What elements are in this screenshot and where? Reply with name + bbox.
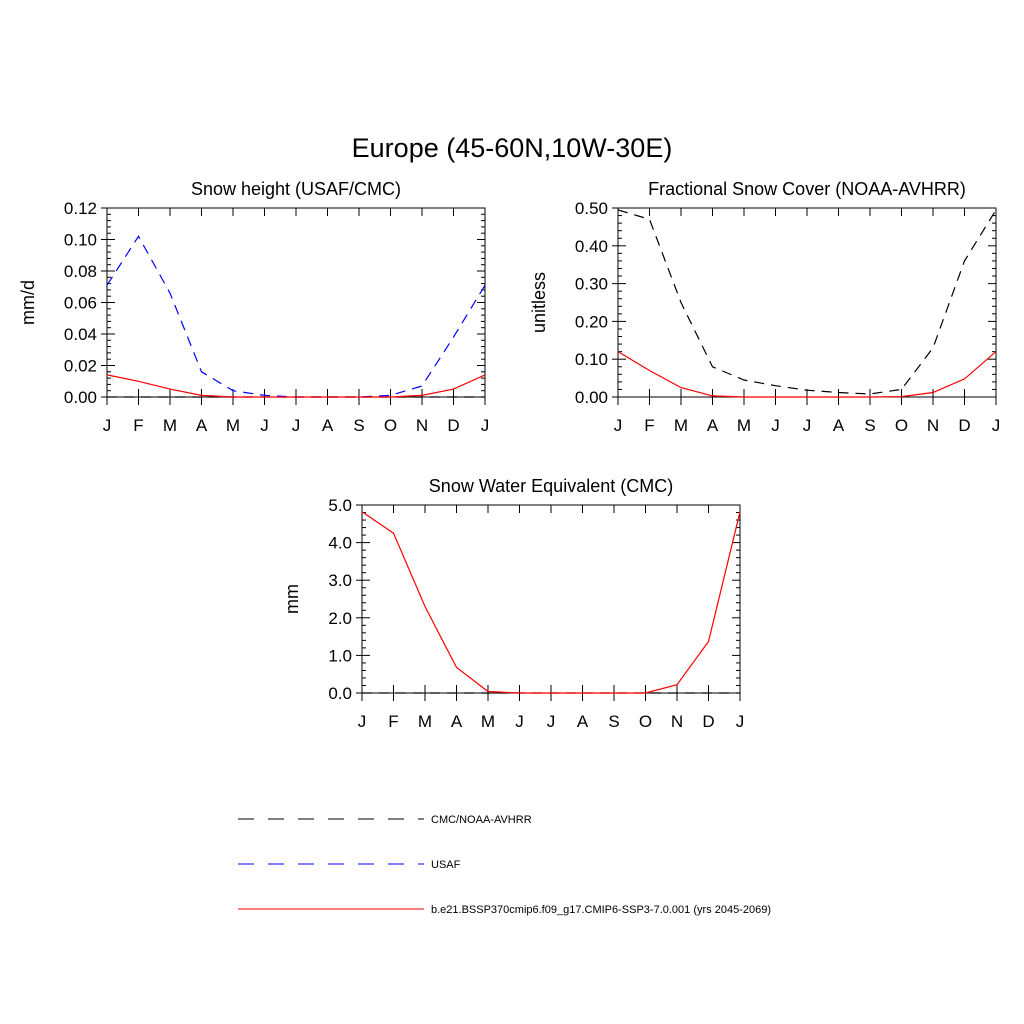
y-tick-label: 0.04 [64, 325, 97, 344]
x-tick-label: J [103, 416, 112, 435]
x-tick-label: J [358, 712, 367, 731]
plot-frame [617, 207, 997, 398]
y-tick-label: 0.30 [575, 275, 608, 294]
x-tick-label: S [864, 416, 875, 435]
x-tick-label: F [388, 712, 398, 731]
x-tick-label: D [958, 416, 970, 435]
x-tick-label: J [803, 416, 812, 435]
x-tick-label: F [644, 416, 654, 435]
legend-label: CMC/NOAA-AVHRR [431, 814, 532, 826]
y-axis-label: mm [282, 584, 302, 614]
y-tick-label: 2.0 [328, 609, 352, 628]
x-tick-label: O [895, 416, 908, 435]
series-line [361, 511, 741, 694]
series-line [617, 209, 997, 395]
y-tick-label: 0.00 [64, 388, 97, 407]
y-tick-label: 0.10 [64, 231, 97, 250]
x-tick-label: A [577, 712, 589, 731]
chart-panel-2: 0.000.100.200.300.400.50J F M A M J J A S O N D JFra… [529, 179, 1000, 435]
legend-label: b.e21.BSSP370cmip6.f09_g17.CMIP6-SSP3-7.… [431, 904, 771, 916]
y-tick-label: 0.02 [64, 357, 97, 376]
series-line [617, 351, 997, 398]
y-tick-label: 0.10 [575, 350, 608, 369]
x-tick-label: J [992, 416, 1001, 435]
x-tick-label: J [547, 712, 556, 731]
x-tick-label: J [292, 416, 301, 435]
panel-title: Snow height (USAF/CMC) [191, 179, 401, 199]
plot-frame [361, 504, 741, 694]
x-tick-label: D [447, 416, 459, 435]
y-tick-label: 0.50 [575, 199, 608, 218]
x-tick-label: S [608, 712, 619, 731]
x-tick-label: N [671, 712, 683, 731]
x-tick-label: M [418, 712, 432, 731]
x-tick-label: A [322, 416, 334, 435]
x-tick-label: J [515, 712, 524, 731]
x-tick-label: O [384, 416, 397, 435]
x-tick-label: N [416, 416, 428, 435]
legend: CMC/NOAA-AVHRR USAF b.e21.BSSP370cmip6.f09… [238, 814, 771, 916]
x-tick-label: O [639, 712, 652, 731]
x-tick-label: M [737, 416, 751, 435]
y-tick-label: 3.0 [328, 571, 352, 590]
x-tick-label: N [927, 416, 939, 435]
x-tick-label: J [481, 416, 490, 435]
y-tick-label: 1.0 [328, 646, 352, 665]
y-tick-label: 0.40 [575, 237, 608, 256]
y-tick-label: 0.08 [64, 262, 97, 281]
y-tick-label: 4.0 [328, 534, 352, 553]
panel-title: Fractional Snow Cover (NOAA-AVHRR) [648, 179, 966, 199]
y-tick-label: 0.0 [328, 684, 352, 703]
series-line [106, 235, 486, 398]
x-tick-label: J [614, 416, 623, 435]
y-tick-label: 0.20 [575, 312, 608, 331]
x-tick-label: J [260, 416, 269, 435]
chart-panel-1: 0.000.020.040.060.080.100.12J F M A M J J A S O N D… [18, 179, 489, 435]
y-axis-label: mm/d [18, 280, 38, 325]
x-tick-label: A [707, 416, 719, 435]
y-tick-label: 0.06 [64, 294, 97, 313]
series-line [106, 374, 486, 398]
x-tick-label: A [833, 416, 845, 435]
y-tick-label: 5.0 [328, 496, 352, 515]
x-tick-label: S [353, 416, 364, 435]
x-tick-label: D [702, 712, 714, 731]
y-tick-label: 0.12 [64, 199, 97, 218]
x-tick-label: J [771, 416, 780, 435]
x-tick-label: J [736, 712, 745, 731]
x-tick-label: A [451, 712, 463, 731]
x-tick-label: M [481, 712, 495, 731]
x-tick-label: F [133, 416, 143, 435]
x-tick-label: M [226, 416, 240, 435]
x-tick-label: A [196, 416, 208, 435]
main-title: Europe (45-60N,10W-30E) [352, 133, 673, 163]
plot-frame [106, 207, 486, 398]
x-tick-label: M [674, 416, 688, 435]
panel-title: Snow Water Equivalent (CMC) [429, 476, 673, 496]
x-tick-label: M [163, 416, 177, 435]
legend-label: USAF [431, 859, 461, 871]
y-axis-label: unitless [529, 272, 549, 333]
y-tick-label: 0.00 [575, 388, 608, 407]
